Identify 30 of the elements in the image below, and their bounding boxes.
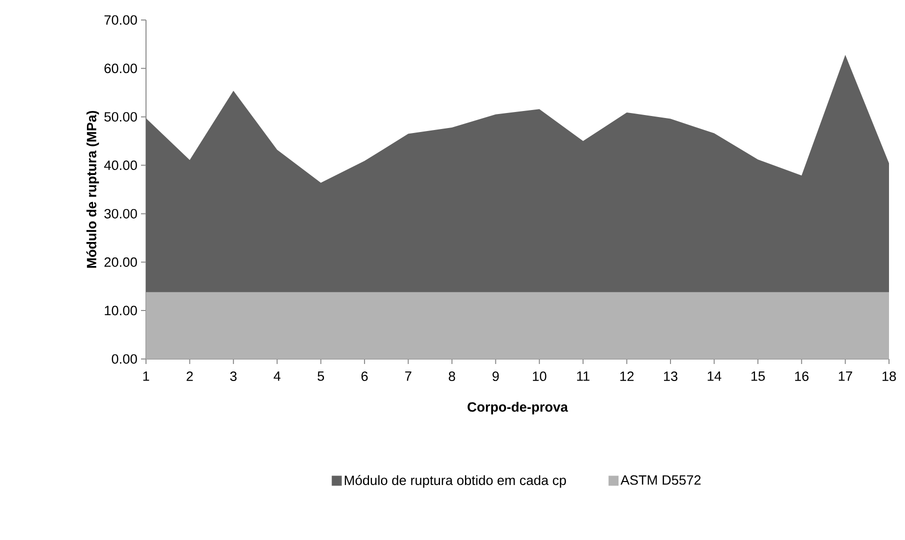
y-axis-title: Módulo de ruptura (MPa) (86, 110, 99, 268)
legend-label: Módulo de ruptura obtido em cada cp (344, 475, 566, 488)
y-tick-label: 20.00 (104, 257, 137, 267)
x-tick-label: 11 (577, 372, 590, 381)
x-tick-label: 14 (708, 372, 722, 381)
x-tick-label: 5 (318, 372, 324, 381)
y-tick-label: 40.00 (104, 160, 137, 170)
y-tick-label: 30.00 (104, 208, 137, 218)
x-tick-label: 7 (405, 372, 412, 381)
x-tick-label: 17 (838, 372, 852, 381)
x-tick-label: 13 (664, 372, 678, 382)
y-tick-label: 0.00 (112, 354, 137, 364)
x-tick-label: 16 (795, 372, 808, 382)
y-tick-label: 70.00 (104, 15, 137, 25)
y-tick-label: 60.00 (104, 64, 137, 74)
x-tick-label: 10 (532, 372, 546, 382)
x-tick-label: 15 (751, 372, 765, 381)
y-tick-label: 10.00 (104, 306, 137, 316)
x-tick-label: 6 (361, 372, 368, 382)
x-tick-label: 2 (186, 372, 193, 381)
x-tick-label: 18 (882, 372, 896, 382)
x-tick-label: 4 (274, 372, 280, 381)
x-tick-label: 8 (448, 372, 456, 382)
x-tick-label: 1 (143, 372, 150, 381)
x-tick-label: 9 (492, 372, 499, 382)
x-axis-title: Corpo-de-prova (468, 402, 568, 414)
x-tick-label: 12 (620, 372, 634, 381)
y-tick-label: 50.00 (104, 112, 137, 122)
legend-label: ASTM D5572 (620, 475, 701, 485)
x-tick-label: 3 (230, 372, 237, 382)
